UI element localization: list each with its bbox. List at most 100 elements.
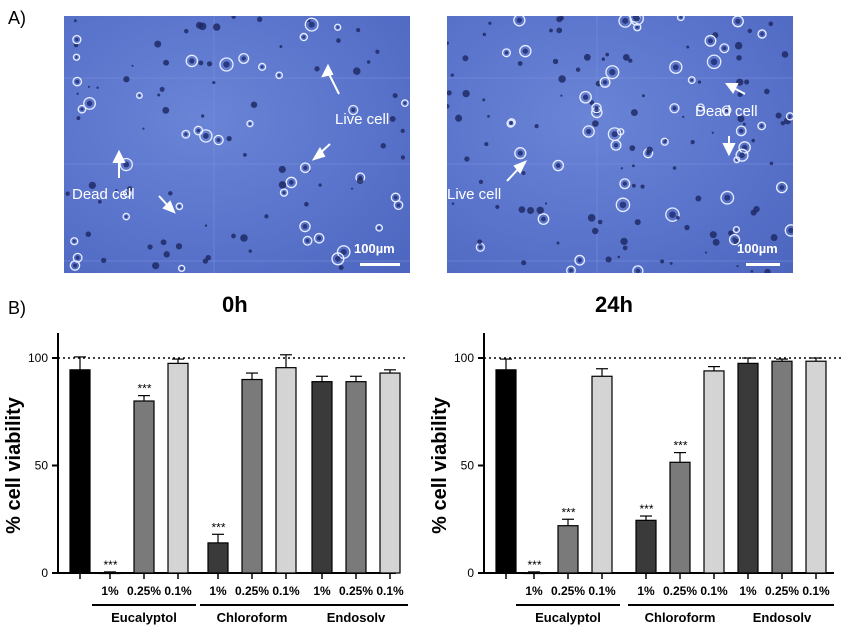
cell [393, 200, 404, 211]
cell [122, 212, 131, 221]
cell [356, 28, 361, 33]
cell [556, 241, 560, 245]
cell [299, 220, 311, 233]
cell [333, 23, 342, 31]
cell [672, 106, 677, 111]
cell [697, 80, 702, 84]
cell [744, 79, 750, 85]
cell [684, 224, 690, 231]
cell [613, 142, 619, 148]
cell [196, 128, 201, 133]
cell [760, 32, 764, 36]
cell [202, 132, 209, 139]
cell [575, 67, 581, 72]
cell [389, 116, 396, 122]
cell [462, 55, 469, 62]
cell [87, 85, 90, 88]
cell [213, 134, 224, 146]
cell [768, 21, 774, 27]
cell [592, 120, 599, 127]
cell [400, 155, 406, 160]
cell [518, 206, 526, 213]
cell [785, 112, 793, 121]
cell [757, 29, 767, 39]
cell [521, 260, 527, 266]
cell [366, 60, 371, 64]
cell [168, 191, 173, 196]
cell [96, 86, 99, 89]
cell [351, 108, 356, 112]
concentration-label: 0.25% [339, 584, 373, 598]
cell [495, 204, 500, 210]
cell [521, 171, 526, 175]
bar [591, 375, 613, 574]
cell [304, 201, 309, 207]
cell [160, 239, 167, 246]
bar [805, 360, 827, 574]
cell [514, 147, 527, 160]
cell [152, 262, 160, 270]
cell [304, 17, 319, 32]
cell [669, 211, 676, 218]
cell [632, 265, 644, 273]
cell [735, 18, 741, 24]
cell [76, 92, 79, 95]
cell [750, 270, 754, 273]
cell [509, 122, 513, 125]
cell [737, 115, 745, 123]
cell [721, 105, 732, 116]
cell [582, 94, 589, 100]
cell [80, 107, 84, 111]
cell [72, 239, 76, 243]
cell [712, 238, 720, 246]
cell [720, 190, 735, 205]
cell [783, 117, 792, 125]
cell [747, 28, 753, 34]
cell [175, 243, 183, 250]
cell [335, 255, 341, 262]
cell [599, 76, 611, 88]
cell [711, 131, 714, 134]
cell [65, 191, 70, 196]
cell [305, 238, 310, 243]
cell [231, 16, 236, 19]
cell [331, 252, 345, 266]
cell [72, 76, 83, 87]
bar [133, 400, 155, 574]
cell [85, 231, 92, 237]
scalebar-label: 100µm [737, 241, 778, 256]
y-tick-label: 0 [467, 566, 474, 580]
cell [605, 52, 610, 57]
cell [672, 64, 679, 71]
y-axis-label: % cell viability [429, 396, 451, 534]
significance-label: *** [639, 502, 653, 516]
cell [622, 54, 630, 61]
cell [742, 122, 746, 126]
cell [690, 78, 694, 82]
cell [256, 16, 263, 23]
cell [549, 28, 553, 33]
cell [788, 227, 793, 234]
cell [618, 16, 633, 28]
concentration-label: 1% [313, 584, 331, 598]
cell [742, 144, 748, 151]
cell [751, 138, 755, 143]
concentration-label: 1% [101, 584, 119, 598]
cell [513, 16, 526, 27]
cell [258, 62, 267, 72]
cell [622, 181, 627, 186]
cell [640, 184, 645, 189]
cell [732, 225, 741, 234]
cell [75, 56, 78, 59]
cell [690, 139, 695, 145]
cell [400, 99, 409, 108]
cell [277, 74, 281, 77]
cell [669, 60, 683, 74]
significance-label: *** [103, 558, 117, 572]
cell [704, 251, 708, 254]
cell [177, 264, 186, 273]
cell [264, 214, 269, 219]
cell [246, 120, 254, 128]
cell [375, 224, 383, 232]
cell [630, 109, 638, 117]
